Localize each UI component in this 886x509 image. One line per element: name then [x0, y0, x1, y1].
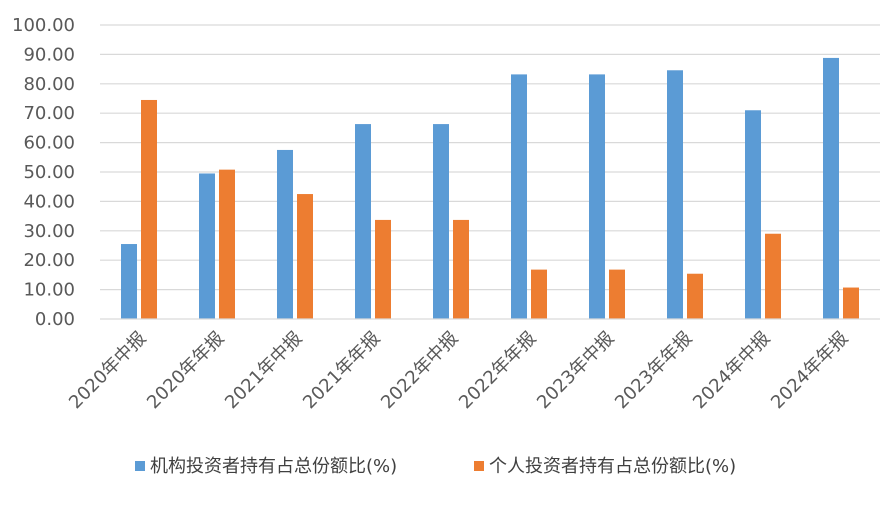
legend-label: 机构投资者持有占总份额比(%) [150, 456, 397, 477]
legend-label: 个人投资者持有占总份额比(%) [489, 456, 736, 477]
gridlines [100, 24, 880, 291]
x-tick-label: 2021年中报 [221, 328, 306, 413]
x-tick-label: 2020年年报 [143, 328, 228, 413]
legend-swatch [474, 461, 484, 471]
y-tick-label: 0.00 [35, 309, 75, 330]
individual-bar [531, 269, 547, 319]
legend-item: 个人投资者持有占总份额比(%) [474, 456, 736, 477]
institutional-bar [589, 74, 605, 319]
individual-bar [843, 287, 859, 319]
y-tick-label: 90.00 [23, 44, 75, 65]
individual-bar [453, 219, 469, 319]
institutional-bar [433, 124, 449, 319]
individual-bar [297, 194, 313, 319]
institutional-bar [667, 70, 683, 319]
institutional-bar [823, 57, 839, 319]
institutional-bar [355, 124, 371, 319]
x-tick-label: 2022年中报 [377, 328, 462, 413]
x-tick-label: 2020年中报 [65, 328, 150, 413]
legend: 机构投资者持有占总份额比(%) 个人投资者持有占总份额比(%) [135, 456, 736, 477]
institutional-bar [121, 244, 137, 319]
x-tick-label: 2023年年报 [611, 328, 696, 413]
x-tick-label: 2024年年报 [767, 328, 852, 413]
x-axis-tick-labels: 2020年中报2020年年报2021年中报2021年年报2022年中报2022年… [65, 328, 852, 413]
institutional-bar [745, 110, 761, 319]
x-tick-label: 2022年年报 [455, 328, 540, 413]
institutional-bar [511, 74, 527, 319]
individual-bar [375, 219, 391, 319]
y-tick-label: 30.00 [23, 221, 75, 242]
individual-bar [219, 169, 235, 319]
legend-swatch [135, 461, 145, 471]
y-tick-label: 20.00 [23, 250, 75, 271]
bars [121, 57, 859, 319]
individual-bar [141, 99, 157, 319]
y-tick-label: 40.00 [23, 191, 75, 212]
x-tick-label: 2021年年报 [299, 328, 384, 413]
individual-bar [687, 273, 703, 319]
y-tick-label: 100.00 [12, 15, 75, 36]
x-tick-label: 2024年中报 [689, 328, 774, 413]
individual-bar [609, 269, 625, 319]
legend-item: 机构投资者持有占总份额比(%) [135, 456, 397, 477]
y-axis-tick-labels: 0.00 10.00 20.00 30.00 40.00 50.00 60.00 70.00 8… [12, 15, 75, 330]
institutional-bar [199, 173, 215, 319]
y-tick-label: 80.00 [23, 74, 75, 95]
y-tick-label: 60.00 [23, 133, 75, 154]
x-tick-label: 2023年中报 [533, 328, 618, 413]
y-tick-label: 50.00 [23, 162, 75, 183]
y-tick-label: 70.00 [23, 103, 75, 124]
individual-bar [765, 233, 781, 319]
institutional-bar [277, 149, 293, 319]
y-tick-label: 10.00 [23, 280, 75, 301]
